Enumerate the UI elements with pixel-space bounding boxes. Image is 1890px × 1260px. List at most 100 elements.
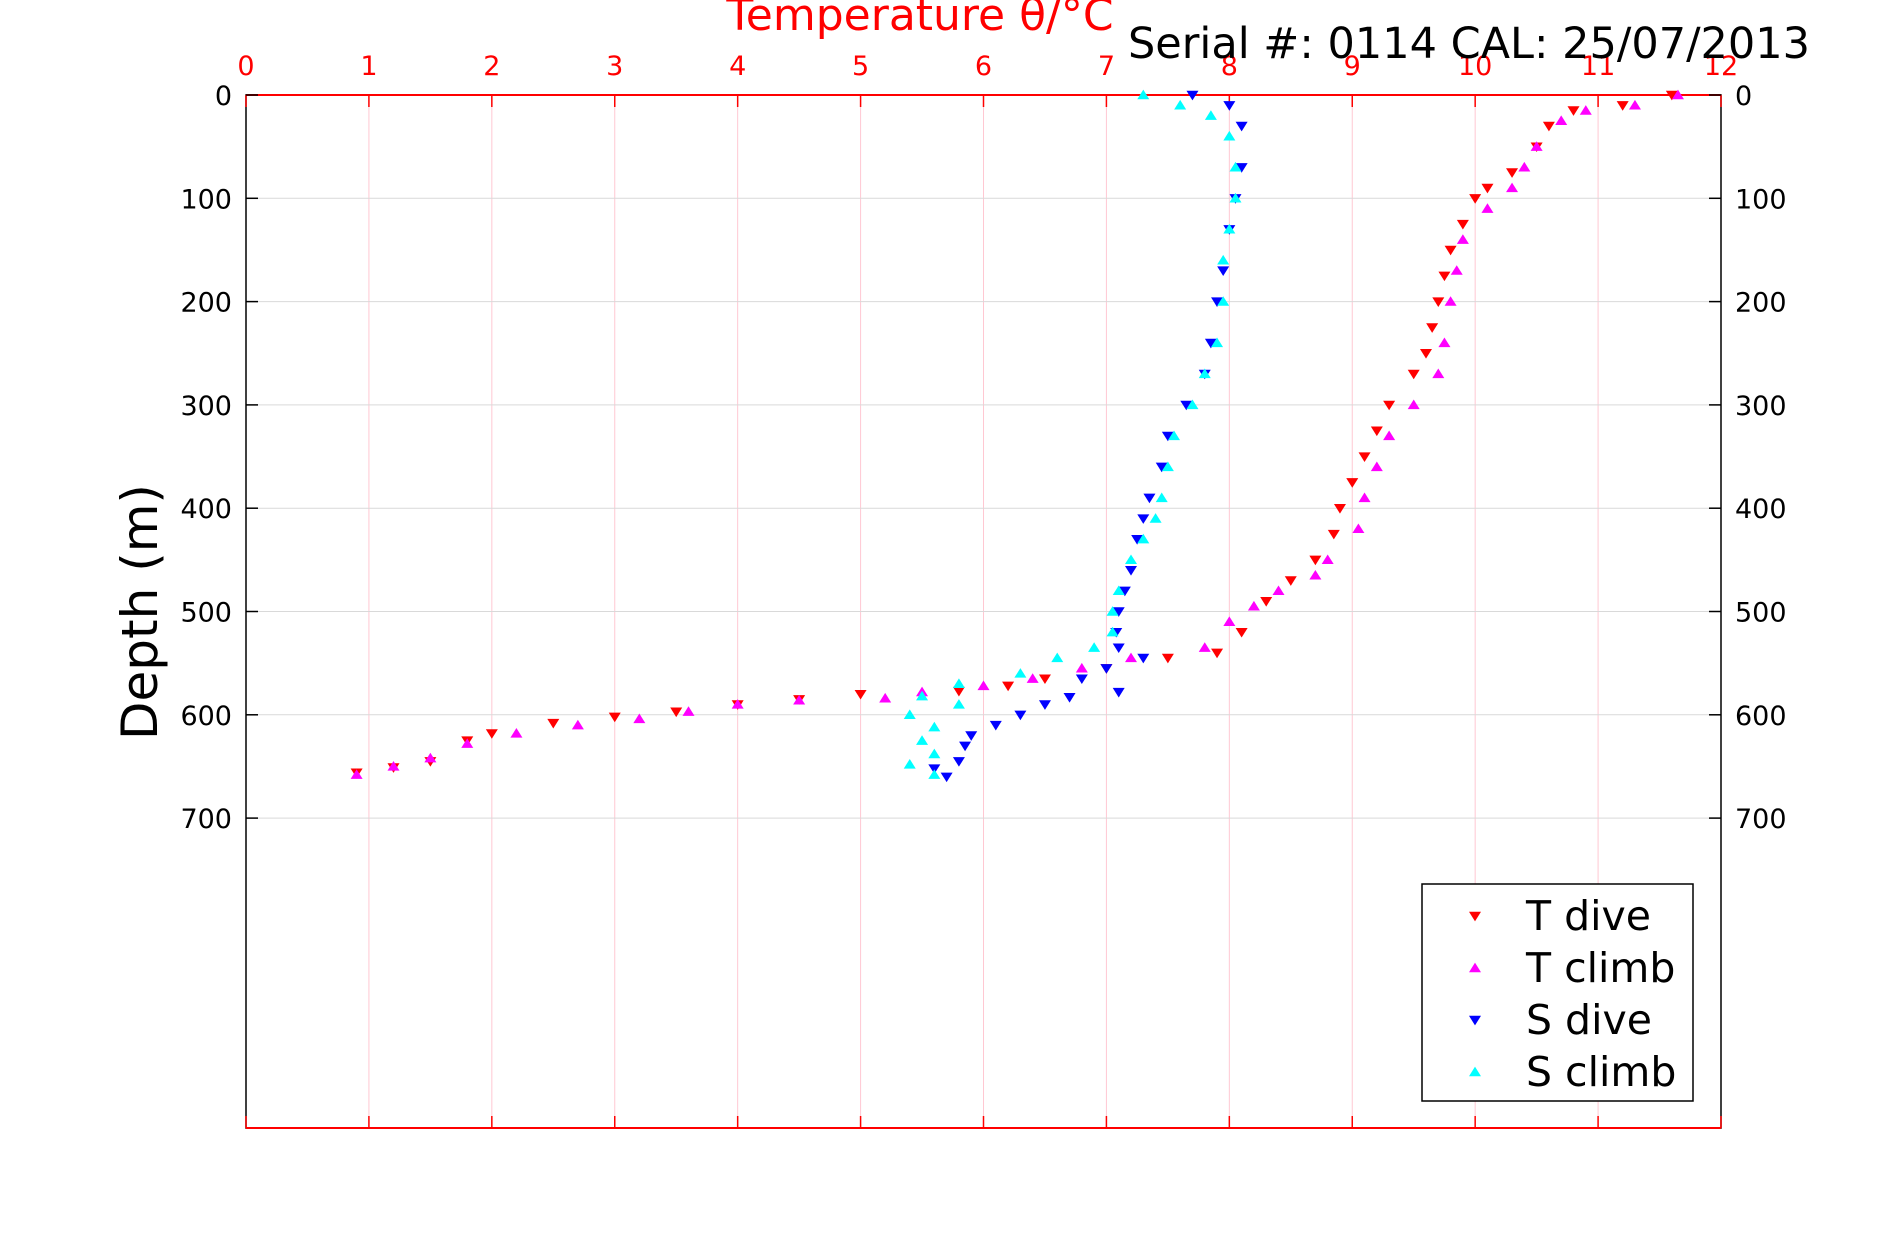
data-point-t-dive bbox=[1542, 121, 1555, 132]
data-point-t-dive bbox=[1481, 183, 1494, 194]
data-point-t-climb bbox=[1506, 182, 1519, 193]
top-axis-title: Temperature θ/°C bbox=[725, 0, 1113, 41]
data-point-t-dive bbox=[1469, 194, 1482, 204]
data-point-s-dive bbox=[928, 764, 941, 774]
series-s-climb bbox=[903, 89, 1242, 779]
y-tick-label-right: 700 bbox=[1735, 804, 1787, 835]
data-point-t-climb bbox=[1358, 492, 1371, 503]
y-tick-label-right: 300 bbox=[1735, 391, 1787, 422]
data-point-t-climb bbox=[387, 761, 400, 771]
y-tick-label-left: 700 bbox=[180, 804, 232, 835]
series-t-climb bbox=[350, 89, 1684, 779]
data-point-t-climb bbox=[1272, 585, 1285, 596]
data-point-s-climb bbox=[1217, 296, 1230, 306]
data-point-t-dive bbox=[1438, 271, 1451, 282]
data-point-t-dive bbox=[1383, 400, 1396, 411]
y-tick-label-right: 100 bbox=[1735, 184, 1787, 215]
data-point-t-dive bbox=[670, 707, 683, 718]
data-point-t-dive bbox=[952, 686, 965, 697]
x-tick-label: 4 bbox=[729, 51, 746, 82]
data-point-t-dive bbox=[854, 689, 867, 700]
legend-marker-t-climb bbox=[1469, 962, 1481, 973]
data-point-s-dive bbox=[1112, 607, 1125, 617]
data-point-s-climb bbox=[1051, 652, 1064, 663]
data-point-t-climb bbox=[1530, 141, 1543, 151]
data-point-s-dive bbox=[989, 720, 1002, 731]
x-tick-label: 6 bbox=[975, 51, 992, 82]
y-tick-label-right: 400 bbox=[1735, 494, 1787, 525]
data-point-t-climb bbox=[1309, 569, 1322, 580]
data-point-t-climb bbox=[1671, 89, 1684, 100]
data-point-s-dive bbox=[1118, 586, 1131, 597]
x-tick-label: 10 bbox=[1458, 51, 1492, 82]
data-point-t-dive bbox=[1567, 106, 1580, 116]
data-point-s-dive bbox=[1155, 462, 1168, 473]
data-point-t-climb bbox=[1438, 337, 1451, 348]
data-point-s-climb bbox=[1106, 626, 1119, 637]
y-axis-label: Depth (m) bbox=[111, 484, 169, 740]
serial-cal-label: Serial #: 0114 CAL: 25/07/2013 bbox=[1128, 19, 1810, 69]
data-point-t-climb bbox=[1247, 600, 1260, 611]
legend-label-s-climb: S climb bbox=[1526, 1048, 1676, 1096]
data-point-s-climb bbox=[916, 690, 929, 701]
data-point-s-dive bbox=[1180, 400, 1193, 411]
data-point-s-climb bbox=[916, 735, 929, 745]
data-point-t-climb bbox=[1026, 673, 1039, 683]
data-point-t-climb bbox=[1432, 368, 1445, 379]
data-point-t-dive bbox=[1665, 90, 1678, 101]
data-point-t-dive bbox=[1426, 323, 1439, 333]
data-point-s-climb bbox=[1014, 668, 1027, 678]
legend-label-t-dive: T dive bbox=[1525, 892, 1651, 940]
data-point-s-dive bbox=[1204, 338, 1217, 349]
data-point-s-climb bbox=[1229, 192, 1242, 203]
data-point-t-dive bbox=[1211, 648, 1224, 659]
data-point-s-climb bbox=[1217, 254, 1230, 265]
data-point-t-dive bbox=[1327, 529, 1340, 540]
legend-marker-s-climb bbox=[1469, 1066, 1481, 1077]
data-point-t-climb bbox=[1407, 399, 1420, 410]
data-point-t-climb bbox=[1370, 461, 1383, 472]
data-point-t-dive bbox=[1407, 369, 1420, 380]
y-tick-label-right: 0 bbox=[1735, 81, 1752, 112]
data-point-s-dive bbox=[1038, 700, 1051, 710]
data-point-t-climb bbox=[1352, 523, 1365, 534]
data-point-s-dive bbox=[1217, 266, 1230, 277]
data-point-t-climb bbox=[1198, 642, 1211, 652]
data-point-s-climb bbox=[928, 748, 941, 759]
data-point-t-climb bbox=[1481, 203, 1494, 213]
data-point-s-dive bbox=[952, 757, 965, 767]
data-point-s-dive bbox=[1186, 90, 1199, 101]
data-point-t-dive bbox=[485, 729, 498, 739]
data-point-t-dive bbox=[608, 712, 621, 723]
y-tick-label-left: 500 bbox=[180, 598, 232, 629]
x-tick-label: 1 bbox=[360, 51, 377, 82]
x-tick-label: 3 bbox=[606, 51, 623, 82]
data-point-t-climb bbox=[1456, 234, 1469, 244]
y-tick-label-left: 400 bbox=[180, 494, 232, 525]
data-point-s-dive bbox=[1137, 653, 1150, 664]
x-tick-label: 9 bbox=[1344, 51, 1361, 82]
data-point-t-climb bbox=[424, 752, 437, 763]
x-tick-label: 7 bbox=[1098, 51, 1115, 82]
data-point-t-climb bbox=[1125, 652, 1137, 663]
data-point-t-climb bbox=[1444, 296, 1457, 306]
data-point-s-dive bbox=[1161, 431, 1174, 442]
data-point-s-climb bbox=[1168, 430, 1181, 441]
data-point-t-climb bbox=[1383, 430, 1396, 441]
y-tick-label-right: 600 bbox=[1735, 701, 1787, 732]
data-point-t-dive bbox=[1161, 653, 1174, 664]
data-point-s-climb bbox=[952, 678, 965, 689]
data-point-s-climb bbox=[1223, 223, 1236, 234]
data-point-t-dive bbox=[1358, 452, 1371, 462]
data-point-s-climb bbox=[1223, 130, 1236, 141]
y-tick-label-left: 200 bbox=[180, 288, 232, 319]
series-t-dive bbox=[350, 90, 1678, 779]
data-point-s-climb bbox=[903, 709, 916, 719]
data-point-t-dive bbox=[1370, 426, 1383, 437]
series-s-dive bbox=[928, 90, 1248, 783]
y-tick-label-left: 0 bbox=[215, 81, 232, 112]
x-tick-label: 5 bbox=[852, 51, 869, 82]
data-point-t-climb bbox=[1555, 115, 1568, 126]
y-tick-label-left: 300 bbox=[180, 391, 232, 422]
